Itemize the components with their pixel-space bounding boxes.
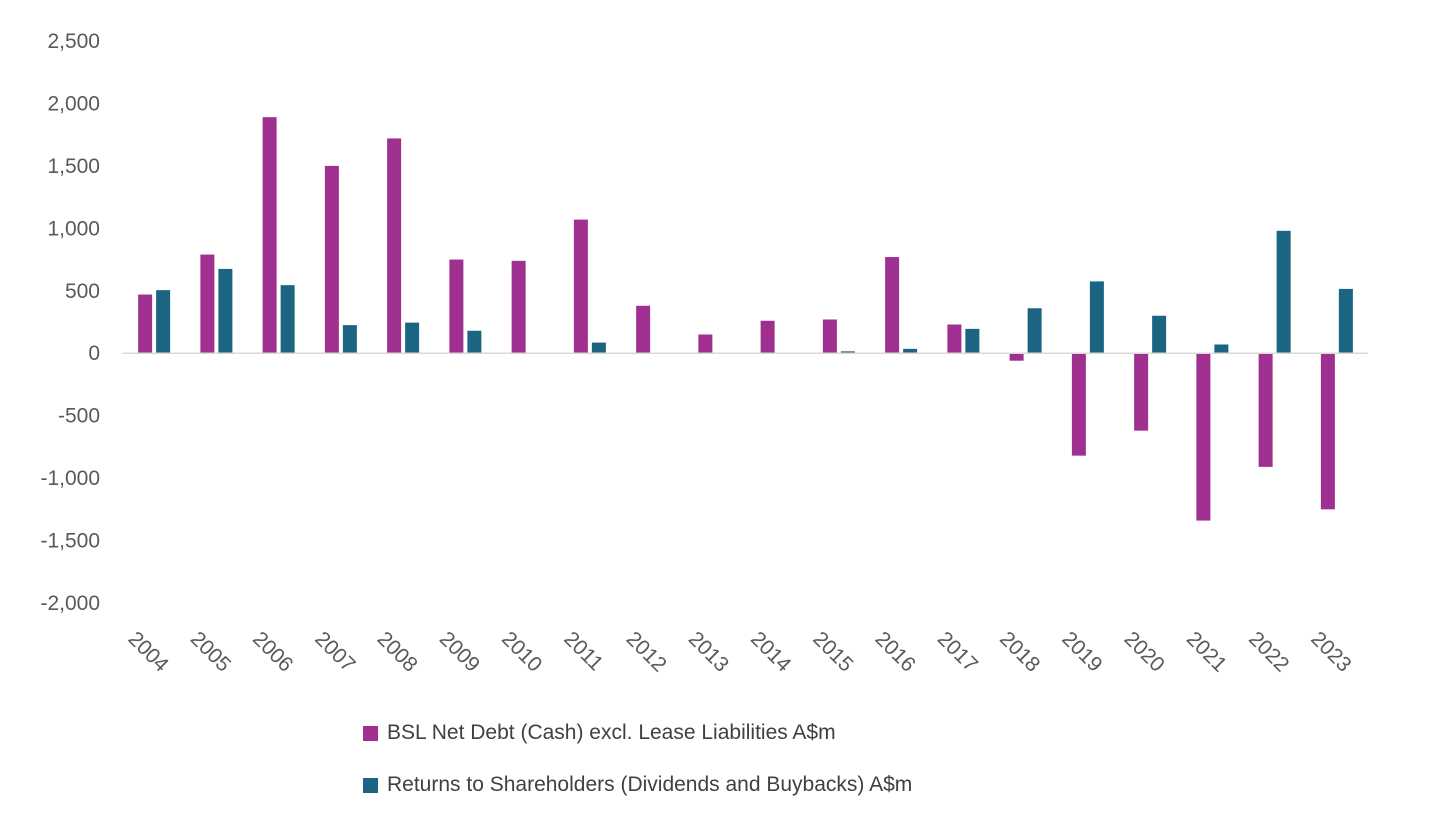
bar-net-debt-2015 [822,319,837,354]
bar-net-debt-2004 [138,294,153,354]
y-tick-label: -1,500 [40,530,100,553]
bar-net-debt-2006 [262,117,277,354]
bar-net-debt-2005 [200,254,215,354]
x-tick-label: 2019 [1057,627,1106,676]
x-tick-label: 2012 [622,627,671,676]
bar-returns-2004 [156,290,171,354]
legend-swatch-returns [363,777,378,793]
legend: BSL Net Debt (Cash) excl. Lease Liabilit… [363,718,912,822]
bar-net-debt-2021 [1196,353,1211,521]
bar-net-debt-2013 [698,334,713,354]
x-tick-label: 2011 [559,627,607,675]
bar-net-debt-2018 [1009,353,1024,361]
bar-returns-2008 [405,322,420,354]
bar-returns-2023 [1338,288,1353,354]
legend-item-net-debt: BSL Net Debt (Cash) excl. Lease Liabilit… [363,718,912,748]
y-axis-labels: 2,500 2,000 1,500 1,000 500 0 -500 -1,000 -1,500… [40,30,100,615]
bar-returns-2017 [965,328,980,354]
x-tick-label: 2005 [186,627,235,676]
x-tick-label: 2018 [995,627,1044,676]
bar-net-debt-2007 [324,165,339,354]
bar-net-debt-2017 [947,324,962,354]
y-tick-label: 500 [65,280,100,303]
bar-net-debt-2023 [1320,353,1335,510]
bar-returns-2019 [1089,281,1104,354]
bar-net-debt-2010 [511,260,526,354]
y-tick-label: 2,000 [47,92,100,115]
x-tick-label: 2010 [497,627,546,676]
y-tick-label: 1,500 [47,155,100,178]
bar-returns-2016 [903,348,918,354]
x-tick-label: 2016 [871,627,920,676]
bar-net-debt-2009 [449,259,464,354]
bar-returns-2021 [1214,344,1229,354]
x-tick-label: 2006 [248,627,297,676]
y-tick-label: 1,000 [47,217,100,240]
x-tick-label: 2020 [1120,627,1169,676]
legend-item-returns: Returns to Shareholders (Dividends and B… [363,770,912,800]
bar-net-debt-2008 [387,138,402,354]
legend-label-returns: Returns to Shareholders (Dividends and B… [387,773,913,796]
y-tick-label: 2,500 [47,30,100,53]
bar-returns-2015 [840,351,855,354]
legend-swatch-net-debt [363,725,378,741]
bar-returns-2006 [280,285,295,354]
x-tick-label: 2017 [933,627,982,676]
bar-returns-2018 [1027,308,1042,354]
bar-net-debt-2020 [1134,353,1149,431]
x-tick-label: 2007 [310,627,359,676]
y-tick-label: -2,000 [40,592,100,615]
bar-net-debt-2022 [1258,353,1273,467]
bar-returns-2011 [591,342,606,354]
bar-returns-2009 [467,330,482,354]
y-tick-label: -500 [58,405,100,428]
bar-returns-2022 [1276,230,1291,354]
y-tick-label: 0 [88,342,100,365]
x-tick-label: 2015 [808,627,857,676]
bar-returns-2020 [1152,315,1167,354]
bars [138,117,1353,521]
x-tick-label: 2022 [1244,627,1293,676]
bar-net-debt-2011 [573,219,588,354]
x-axis-labels: 2004 2005 2006 2007 2008 2009 2010 2011 2012 2013… [124,627,1356,677]
bar-returns-2007 [342,325,357,354]
legend-label-net-debt: BSL Net Debt (Cash) excl. Lease Liabilit… [387,721,836,744]
x-tick-label: 2021 [1182,627,1231,676]
x-tick-label: 2014 [746,627,796,677]
x-tick-label: 2009 [435,627,484,676]
y-tick-label: -1,000 [40,467,100,490]
bar-net-debt-2016 [885,257,900,354]
bar-chart: 2,500 2,000 1,500 1,000 500 0 -500 -1,000 -1,500… [40,30,1368,677]
x-tick-label: 2004 [124,627,174,677]
bar-net-debt-2019 [1071,353,1086,456]
bar-net-debt-2012 [636,305,651,354]
bar-returns-2005 [218,268,233,354]
bar-net-debt-2014 [760,320,775,354]
x-tick-label: 2023 [1306,627,1355,676]
x-tick-label: 2013 [684,627,733,676]
x-tick-label: 2008 [373,627,422,676]
